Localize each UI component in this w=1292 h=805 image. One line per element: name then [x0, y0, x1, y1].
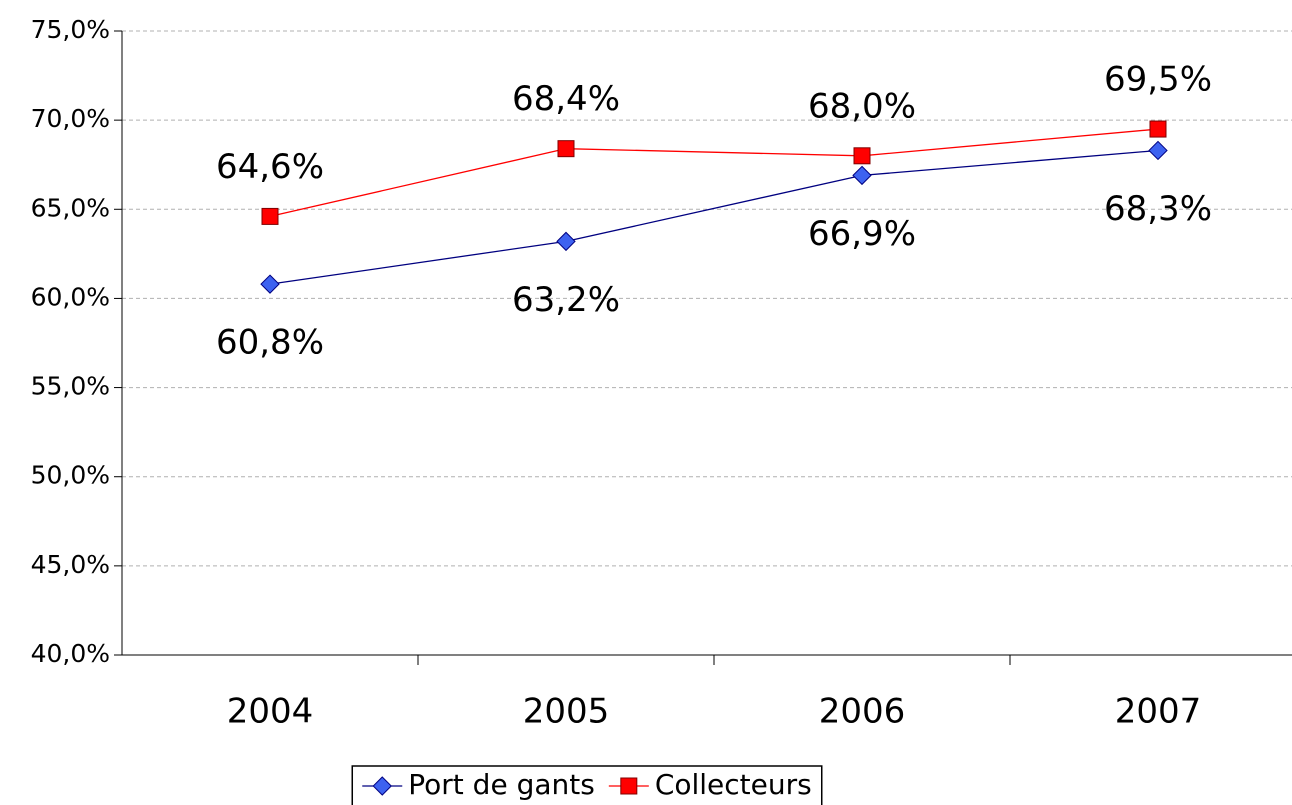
data-label: 68,3% — [1104, 189, 1212, 229]
y-tick-label: 45,0% — [31, 550, 110, 579]
x-tick-label: 2007 — [1115, 692, 1202, 732]
data-label: 66,9% — [808, 214, 916, 254]
marker — [1149, 120, 1167, 138]
x-tick-label: 2004 — [227, 692, 314, 732]
marker — [1148, 140, 1168, 161]
marker — [372, 776, 392, 796]
data-label: 69,5% — [1104, 60, 1212, 100]
data-label: 64,6% — [216, 147, 324, 187]
x-tick-label: 2005 — [523, 692, 610, 732]
series-line — [269, 128, 1159, 218]
x-tick-label: 2006 — [819, 692, 906, 732]
marker — [620, 777, 638, 795]
data-label: 60,8% — [216, 323, 324, 363]
marker — [557, 140, 575, 158]
y-tick-label: 70,0% — [31, 104, 110, 133]
legend-label: Collecteurs — [655, 768, 812, 801]
legend-box — [351, 765, 823, 805]
legend-label: Port de gants — [408, 768, 595, 801]
marker — [261, 207, 279, 225]
series-line — [269, 149, 1159, 285]
data-label: 63,2% — [512, 280, 620, 320]
y-tick-label: 50,0% — [31, 461, 110, 490]
y-tick-label: 40,0% — [31, 639, 110, 668]
y-tick-label: 75,0% — [31, 15, 110, 44]
y-tick-label: 60,0% — [31, 282, 110, 311]
marker — [260, 274, 280, 294]
legend: Port de gants Collecteurs — [351, 765, 823, 805]
marker — [853, 147, 871, 165]
data-label: 68,4% — [512, 79, 620, 119]
y-tick-label: 65,0% — [31, 193, 110, 222]
marker — [852, 165, 872, 186]
marker — [556, 231, 576, 252]
y-tick-label: 55,0% — [31, 372, 110, 401]
data-label: 68,0% — [808, 86, 916, 126]
